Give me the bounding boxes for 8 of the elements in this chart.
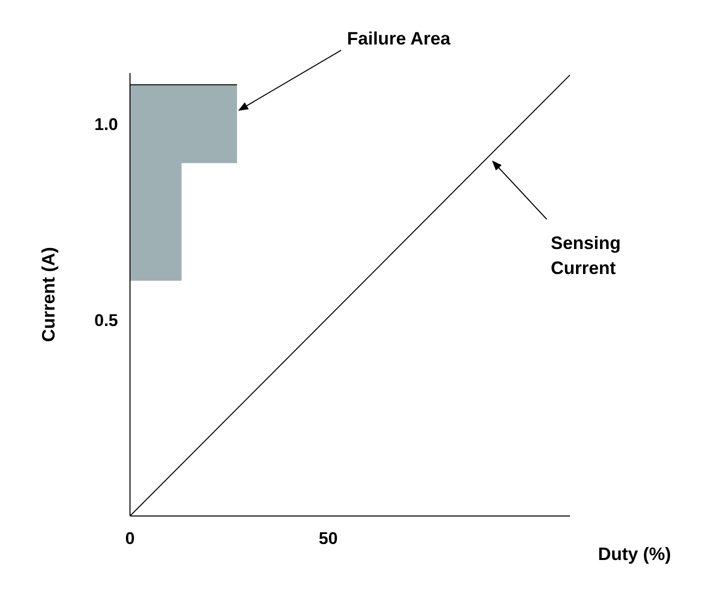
y-axis-title: Current (A) (38, 247, 58, 342)
annotation: Sensing Current (550, 233, 621, 278)
y-tick-label: 0.5 (94, 311, 118, 330)
x-tick-label: 0 (125, 529, 135, 548)
x-axis-title: Duty (%) (598, 544, 671, 564)
y-tick-label: 1.0 (94, 115, 118, 134)
x-tick-label: 50 (318, 529, 338, 548)
annotation: Failure Area (347, 28, 452, 48)
